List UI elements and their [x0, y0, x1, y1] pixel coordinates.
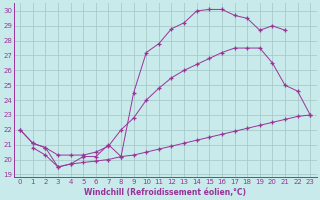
- X-axis label: Windchill (Refroidissement éolien,°C): Windchill (Refroidissement éolien,°C): [84, 188, 246, 197]
